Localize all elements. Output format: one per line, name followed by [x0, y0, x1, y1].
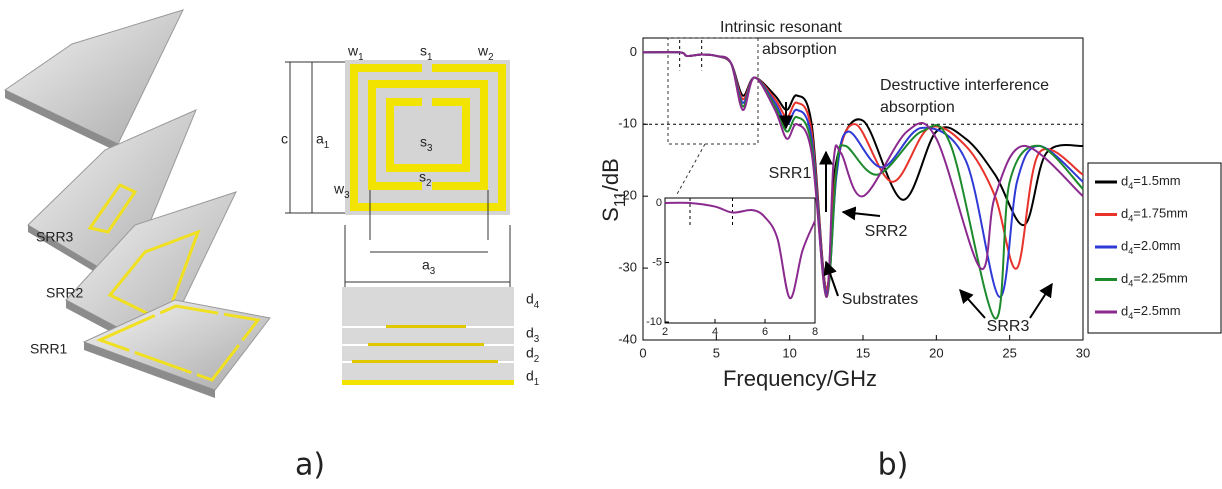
annotation: SRR1 — [769, 165, 812, 182]
cross-section: d4 d3 d2 d1 — [342, 287, 540, 388]
thickness-label: d4 — [526, 291, 540, 311]
thickness-label: d1 — [526, 368, 539, 388]
y-tick-label: -30 — [618, 260, 637, 275]
x-tick-label: 25 — [1002, 345, 1016, 360]
ring-inner — [386, 98, 470, 172]
x-tick-label: 10 — [782, 345, 796, 360]
inset-y-tick-label: -10 — [646, 316, 662, 328]
y-tick-label: -20 — [618, 188, 637, 203]
x-tick-label: 20 — [929, 345, 943, 360]
srr-layer — [386, 325, 466, 328]
thickness-label: d3 — [526, 325, 540, 345]
ring-middle — [368, 80, 488, 190]
arrow — [823, 260, 839, 297]
legend-label: d4=1.5mm — [1121, 173, 1181, 191]
ring-outer — [350, 64, 506, 211]
rings — [350, 64, 506, 211]
legend-label: d4=1.75mm — [1121, 206, 1188, 224]
dim-label: a1 — [316, 131, 329, 151]
sheet-edge — [84, 342, 215, 398]
layer-label: SRR3 — [36, 229, 74, 245]
thickness-label: d2 — [526, 345, 539, 365]
arrow — [841, 206, 881, 221]
zoom-box — [667, 37, 759, 145]
inset-y-tick-label: -5 — [652, 256, 662, 268]
inset-x-tick-label: 4 — [712, 326, 718, 338]
dim-label: c — [281, 131, 288, 147]
srr-schematic: w1 s1 w2 c a1 s3 w3 s2 a3 a2 — [281, 43, 511, 307]
substrate-sheet — [4, 9, 184, 145]
x-tick-label: 0 — [639, 345, 646, 360]
inset-frame — [664, 197, 816, 324]
x-axis-title: Frequency/GHz — [723, 366, 877, 391]
arrow — [1029, 282, 1053, 319]
sheet-edge — [5, 90, 118, 152]
x-tick-label: 15 — [856, 345, 870, 360]
layer-label: SRR2 — [46, 285, 84, 301]
y-tick-label: -10 — [618, 116, 637, 131]
caption: b) — [878, 448, 909, 483]
annotation: absorption — [762, 41, 837, 58]
annotation: SRR2 — [865, 223, 908, 240]
series-line — [642, 51, 1084, 298]
layer-label: SRR1 — [30, 341, 68, 357]
x-tick-label: 30 — [1076, 345, 1090, 360]
layer-stack: SRR3 SRR2 SRR1 — [4, 9, 271, 398]
legend-label: d4=2.25mm — [1121, 271, 1188, 289]
stack — [342, 287, 514, 385]
inset-x-tick-label: 2 — [662, 326, 668, 338]
ground — [342, 380, 514, 385]
annotation: SRR3 — [987, 318, 1030, 335]
inset-y-tick-label: 0 — [656, 197, 662, 209]
annotation: Intrinsic resonant — [720, 19, 842, 36]
dimension-lines — [285, 61, 511, 290]
y-tick-label: -40 — [618, 331, 637, 346]
legend-label: d4=2.5mm — [1121, 303, 1181, 321]
inset-x-tick-label: 8 — [812, 326, 818, 338]
dim-label: a3 — [422, 257, 436, 277]
caption: a) — [295, 448, 325, 483]
inset-x-tick-label: 6 — [762, 326, 768, 338]
series-line — [664, 201, 816, 300]
srr3-ring — [87, 183, 138, 234]
srr-layer — [368, 343, 484, 346]
annotation: absorption — [880, 99, 955, 116]
legend-label: d4=2.0mm — [1121, 238, 1181, 256]
annotation: Substrates — [842, 291, 918, 308]
srr1-ring — [95, 304, 261, 382]
x-tick-label: 5 — [713, 345, 720, 360]
zoom-connector — [675, 143, 706, 197]
srr-layer — [352, 360, 498, 363]
annotation: Destructive interference — [880, 77, 1049, 94]
arrow — [959, 288, 986, 319]
y-tick-label: 0 — [630, 44, 637, 59]
